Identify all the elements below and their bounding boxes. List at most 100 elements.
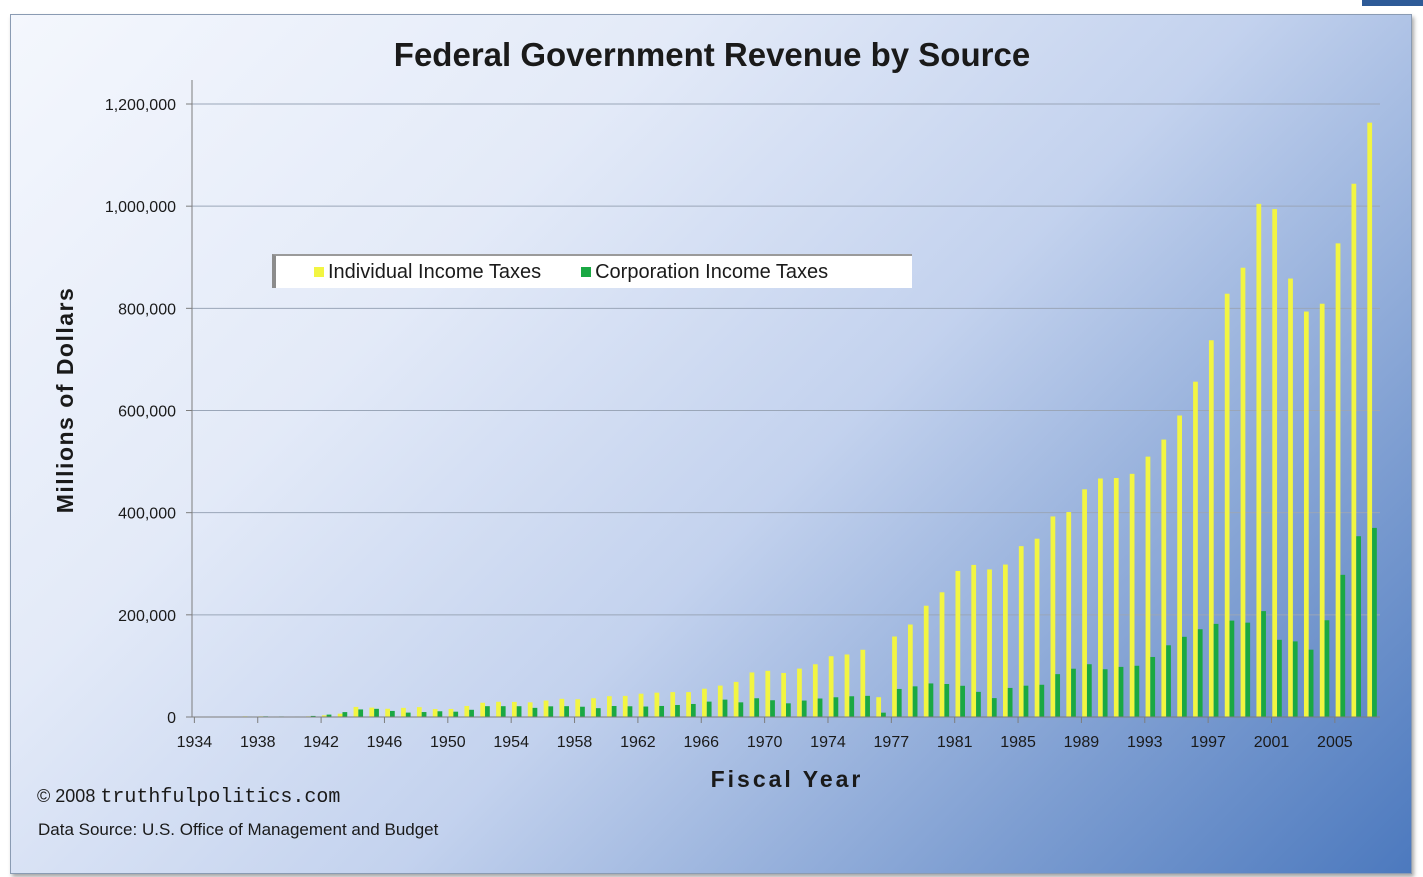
bar-individual-1970 [765,670,771,717]
bar-individual-1997 [1208,340,1214,717]
bar-corporation-1954 [516,706,522,717]
bar-individual-1944 [353,706,359,717]
x-tick-label: 1950 [430,734,466,751]
bar-corporation-1953 [500,706,506,717]
x-axis: 1934 1938 1942 1946 1950 1954 1958 1962 1966 1970… [177,716,1380,751]
bar-corporation-1982 [976,691,981,717]
x-tick-label: 1938 [240,734,276,751]
bar-corporation-1984 [1007,687,1013,717]
bar-corporation-1956 [548,706,554,717]
bar-individual-1972 [797,668,802,717]
bar-individual-1984 [1003,564,1008,717]
bar-corporation-1964 [675,704,680,717]
y-tick-label: 600,000 [118,404,176,421]
bar-corporation-1942 [326,714,332,717]
bar-corporation-1946 [390,710,395,717]
x-tick-label: 1970 [747,734,783,751]
bar-individual-1978 [907,624,913,717]
bar-corporation-1996 [1197,629,1203,717]
bar-corporation-1972 [801,700,807,717]
bar-corporation-1973 [817,698,823,717]
bar-corporation-1966 [706,701,712,717]
bar-individual-1942 [321,715,327,717]
bar-individual-1947 [401,707,406,717]
bar-individual-2005 [1335,243,1341,717]
bar-corporation-1992 [1134,665,1140,717]
bar-individual-1990 [1098,478,1103,717]
x-axis-label: Fiscal Year [711,766,864,792]
bar-corporation-1952 [485,706,490,717]
bar-corporation-1959 [595,708,601,717]
bar-individual-1958 [575,699,581,717]
bar-individual-1974 [828,656,834,717]
bar-corporation-2007 [1372,527,1377,717]
bar-corporation-1985 [1023,685,1029,717]
bar-individual-1964 [670,692,676,717]
bar-individual-1963 [654,692,660,717]
bar-individual-1995 [1177,415,1182,717]
bar-corporation-1943 [342,712,348,717]
bar-individual-1950 [448,708,454,717]
bar-individual-1992 [1129,473,1135,717]
grid-lines [192,103,1380,616]
y-tick-label: 200,000 [118,608,176,625]
bar-corporation-1993 [1150,656,1156,717]
bars [195,122,1377,718]
bar-corporation-1999 [1245,622,1251,717]
bar-individual-1987 [1050,516,1056,717]
x-tick-label: 1946 [367,734,403,751]
x-tick-label: 1981 [937,734,973,751]
bar-corporation-1988 [1071,668,1076,717]
bar-corporation-1963 [659,705,665,717]
bar-individual-1994 [1161,439,1167,717]
bar-corporation-1941 [310,715,316,717]
bar-corporation-1969 [754,698,760,717]
bar-individual-2003 [1303,311,1309,717]
bar-individual-1968 [733,681,739,717]
bar-corporation-1945 [374,708,379,717]
bar-corporation-1960 [611,706,617,717]
bar-corporation-2005 [1340,574,1346,717]
copyright-note: © 2008 truthfulpolitics.com [37,786,340,809]
bar-individual-1999 [1240,267,1246,717]
x-tick-label: 1942 [303,734,339,751]
bar-corporation-1974 [833,697,839,717]
copyright-symbol: © [37,786,51,806]
bar-individual-2002 [1288,278,1293,717]
x-tick-label: 1954 [493,734,529,751]
bar-corporation-1962 [643,706,649,717]
bar-corporation-1961 [627,706,633,717]
corner-mark [1362,0,1423,6]
bar-corporation-1990 [1102,669,1108,717]
x-tick-label: 1958 [557,734,593,751]
bar-corporation-TQ [881,712,886,717]
x-tick-label: 1962 [620,734,656,751]
x-tick-label: 1997 [1190,734,1226,751]
bar-individual-1996 [1193,381,1198,717]
bar-corporation-1997 [1213,623,1219,717]
bar-corporation-1975 [849,696,855,717]
bar-corporation-1995 [1182,636,1187,717]
bar-corporation-1987 [1055,674,1061,717]
bar-individual-2004 [1319,303,1325,717]
bar-individual-1989 [1082,489,1087,717]
bar-individual-2000 [1256,203,1262,717]
legend-swatch-individual [314,267,324,277]
legend-label-individual: Individual Income Taxes [328,260,542,283]
bar-individual-1971 [781,672,786,717]
bar-corporation-1998 [1229,620,1235,717]
copyright-site: truthfulpolitics.com [100,786,341,809]
bar-individual-1952 [480,702,486,717]
bar-corporation-1977 [896,688,902,717]
bar-corporation-1958 [580,706,585,717]
y-tick-label: 400,000 [118,506,176,523]
bar-corporation-1983 [991,698,997,717]
y-tick-label: 1,000,000 [105,199,176,216]
bar-individual-1948 [416,707,422,717]
bar-corporation-2004 [1324,620,1330,717]
y-tick-label: 800,000 [118,301,176,318]
bar-individual-1993 [1145,456,1151,717]
bar-individual-1969 [749,672,755,717]
data-source-note: Data Source: U.S. Office of Management a… [38,820,439,839]
bar-individual-1961 [622,695,628,717]
